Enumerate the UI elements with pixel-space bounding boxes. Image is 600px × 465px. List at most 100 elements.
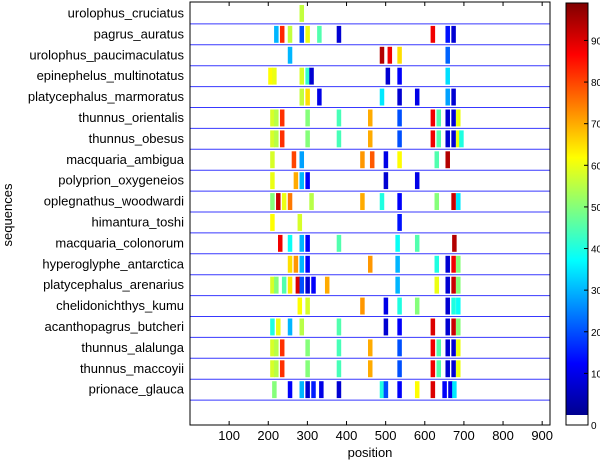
heatmap-cell bbox=[274, 130, 279, 148]
heatmap-cell bbox=[445, 318, 450, 336]
heatmap-cell bbox=[281, 276, 287, 294]
heatmap-cell bbox=[379, 381, 385, 399]
colorbar-tick-label: 60 bbox=[591, 161, 600, 172]
heatmap-cell bbox=[397, 318, 402, 336]
heatmap-cell bbox=[397, 109, 402, 127]
x-tick-label: 700 bbox=[453, 428, 475, 443]
heatmap-cell bbox=[430, 381, 436, 399]
colorbar-tick-label: 70 bbox=[591, 120, 600, 131]
heatmap-cell bbox=[305, 88, 310, 106]
heatmap-cell bbox=[287, 381, 293, 399]
heatmap-cell bbox=[442, 381, 447, 399]
heatmap-cell bbox=[395, 276, 400, 294]
heatmap-cell bbox=[270, 276, 275, 294]
heatmap-cell bbox=[299, 172, 305, 190]
heatmap-cell bbox=[456, 130, 461, 148]
heatmap-cell bbox=[299, 88, 305, 106]
heatmap-cell bbox=[360, 297, 365, 315]
heatmap-cell bbox=[456, 193, 461, 210]
heatmap-cell bbox=[305, 381, 310, 399]
heatmap-cell bbox=[414, 234, 420, 252]
heatmap-cell bbox=[368, 360, 373, 378]
x-axis-ticks: 100 200 300 400 500 600 700 800 900 bbox=[218, 2, 553, 443]
heatmap-cell bbox=[456, 318, 461, 336]
heatmap-cell bbox=[305, 360, 310, 378]
heatmap-cell bbox=[297, 297, 303, 315]
heatmap-cell bbox=[299, 234, 305, 252]
heatmap-cell bbox=[434, 276, 440, 294]
colorbar-tick-label: 20 bbox=[591, 328, 600, 339]
sequence-row-lines bbox=[190, 23, 550, 401]
heatmap-cell bbox=[305, 109, 310, 127]
heatmap-cell bbox=[279, 109, 285, 127]
heatmap-cell bbox=[336, 360, 342, 378]
heatmap-cell bbox=[336, 339, 342, 357]
heatmap-cell bbox=[436, 130, 441, 148]
heatmap-cell bbox=[305, 234, 310, 252]
sequence-label: urolophus_cruciatus bbox=[68, 6, 185, 21]
heatmap-marks bbox=[268, 5, 464, 399]
heatmap-cell bbox=[276, 318, 281, 336]
heatmap-cell bbox=[272, 67, 277, 85]
sequence-label: urolophus_paucimaculatus bbox=[29, 47, 184, 62]
sequence-label: prionace_glauca bbox=[89, 382, 185, 397]
heatmap-cell bbox=[336, 25, 342, 43]
heatmap-cell bbox=[397, 67, 402, 85]
heatmap-cell bbox=[270, 214, 275, 231]
heatmap-cell bbox=[430, 109, 436, 127]
sequence-labels: urolophus_cruciatus pagrus_auratusuroloph… bbox=[28, 6, 185, 397]
heatmap-cell bbox=[385, 67, 391, 85]
heatmap-cell bbox=[445, 297, 450, 315]
x-tick-label: 900 bbox=[531, 428, 553, 443]
heatmap-cell bbox=[368, 339, 373, 357]
colorbar-tick-label: 80 bbox=[591, 78, 600, 89]
heatmap-cell bbox=[305, 339, 310, 357]
heatmap-cell bbox=[368, 130, 373, 148]
heatmap-cell bbox=[299, 381, 305, 399]
plot-frame bbox=[189, 1, 551, 426]
heatmap-cell bbox=[360, 151, 365, 169]
heatmap-cell bbox=[270, 193, 275, 210]
colorbar-frame bbox=[565, 2, 589, 426]
heatmap-cell bbox=[272, 381, 277, 399]
heatmap-cell bbox=[456, 255, 461, 273]
heatmap-cell bbox=[268, 67, 273, 85]
heatmap-cell bbox=[299, 276, 305, 294]
colorbar-tick-label: 90 bbox=[591, 36, 600, 47]
heatmap-cell bbox=[287, 255, 293, 273]
colorbar-white-segment bbox=[566, 415, 588, 425]
colorbar-tick-label: 30 bbox=[591, 286, 600, 297]
colorbar-tick-label: 10 bbox=[591, 369, 600, 380]
heatmap-cell bbox=[434, 255, 440, 273]
heatmap-cell bbox=[311, 276, 316, 294]
heatmap-cell bbox=[368, 255, 373, 273]
heatmap-cell bbox=[281, 193, 287, 210]
heatmap-cell bbox=[383, 381, 389, 399]
heatmap-cell bbox=[436, 339, 441, 357]
heatmap-cell bbox=[397, 339, 402, 357]
heatmap-cell bbox=[451, 130, 456, 148]
sequence-label: thunnus_orientalis bbox=[78, 110, 184, 125]
heatmap-cell bbox=[436, 109, 441, 127]
sequence-label: himantura_toshi bbox=[92, 215, 185, 230]
heatmap-cell bbox=[299, 151, 305, 169]
heatmap-cell bbox=[445, 255, 450, 273]
heatmap-cell bbox=[434, 193, 440, 210]
heatmap-cell bbox=[279, 25, 285, 43]
heatmap-cell bbox=[397, 193, 402, 210]
heatmap-cell bbox=[299, 255, 305, 273]
heatmap-cell bbox=[311, 381, 316, 399]
heatmap-cell bbox=[274, 109, 279, 127]
sequence-label: thunnus_alalunga bbox=[81, 340, 184, 355]
heatmap-cell bbox=[279, 339, 285, 357]
heatmap-cell bbox=[397, 381, 402, 399]
heatmap-cell bbox=[270, 130, 275, 148]
heatmap-cell bbox=[287, 318, 293, 336]
heatmap-cell bbox=[397, 360, 402, 378]
heatmap-cell bbox=[451, 255, 456, 273]
heatmap-cell bbox=[270, 339, 275, 357]
heatmap-cell bbox=[456, 360, 461, 378]
heatmap-cell bbox=[445, 25, 450, 43]
colorbar-tick-label: 50 bbox=[591, 203, 600, 214]
